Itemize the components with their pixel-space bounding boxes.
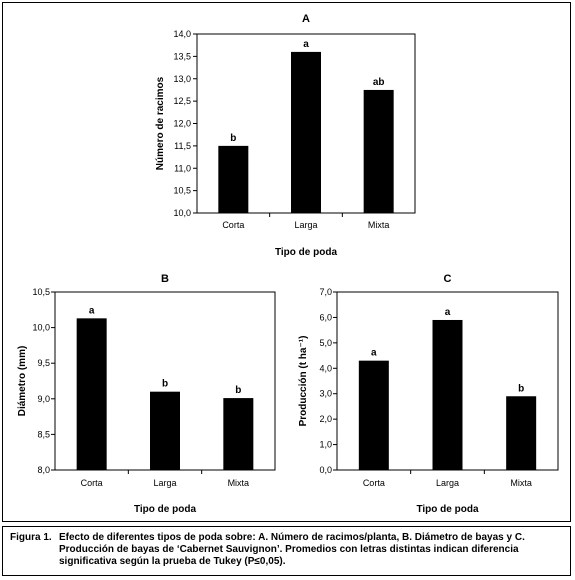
chart-a-ytick-label: 13,5 <box>173 51 191 61</box>
chart-b-data-label: b <box>235 385 241 396</box>
chart-a-ytick-label: 11,5 <box>174 141 191 151</box>
chart-c-bar-larga <box>432 319 463 470</box>
chart-a-xlabel: Tipo de poda <box>275 247 337 258</box>
chart-a-ytick-label: 10,0 <box>173 208 191 218</box>
figure-frame <box>2 2 571 522</box>
chart-c-ytick-label: 5,0 <box>319 338 332 348</box>
chart-c-ytick-label: 6,0 <box>319 312 332 322</box>
chart-c-category-label: Corta <box>363 478 385 488</box>
chart-a-ytick-label: 12,5 <box>173 96 191 106</box>
chart-a-data-label: b <box>230 133 236 144</box>
chart-c-data-label: b <box>518 383 524 394</box>
chart-b-data-label: a <box>89 305 95 316</box>
chart-c-ylabel: Producción (t ha⁻¹) <box>298 336 309 427</box>
chart-a-title: A <box>302 13 310 25</box>
chart-a-bar-corta <box>218 145 249 213</box>
caption-text: Efecto de diferentes tipos de poda sobre… <box>59 532 525 567</box>
chart-b-ytick-label: 8,0 <box>37 465 50 475</box>
chart-a-ytick-label: 10,5 <box>173 186 191 196</box>
chart-a-category-label: Corta <box>222 220 244 230</box>
chart-a-ytick-label: 14,0 <box>173 29 191 39</box>
figure-caption: Figura 1. Efecto de diferentes tipos de … <box>10 532 565 568</box>
chart-c-ytick-label: 3,0 <box>319 389 332 399</box>
caption-label: Figura 1. <box>10 532 52 543</box>
chart-a-ytick-label: 13,0 <box>173 74 191 84</box>
chart-b-ytick-label: 10,0 <box>32 323 50 333</box>
chart-b-title: B <box>161 273 169 285</box>
chart-c-bar-corta <box>358 360 389 470</box>
chart-b-category-label: Larga <box>153 478 176 488</box>
chart-a-data-label: a <box>303 39 309 50</box>
chart-c-title: C <box>444 273 452 285</box>
chart-c-category-label: Mixta <box>510 478 532 488</box>
chart-b-bar-larga <box>150 391 180 470</box>
chart-b-data-label: b <box>162 379 168 390</box>
chart-b-ylabel: Diámetro (mm) <box>17 346 28 417</box>
chart-a-category-label: Larga <box>294 220 317 230</box>
chart-b-ytick-label: 9,5 <box>37 358 50 368</box>
chart-b-bar-mixta <box>223 398 254 470</box>
chart-c-ytick-label: 4,0 <box>319 363 332 373</box>
caption-box: Figura 1. Efecto de diferentes tipos de … <box>2 526 571 576</box>
chart-b-ytick-label: 10,5 <box>32 287 50 297</box>
chart-c-ytick-label: 1,0 <box>319 440 332 450</box>
chart-c-ytick-label: 0,0 <box>319 465 332 475</box>
chart-a-data-label: ab <box>373 77 385 88</box>
chart-b-xlabel: Tipo de poda <box>134 504 196 515</box>
chart-b-category-label: Mixta <box>228 478 250 488</box>
chart-c-bar-mixta <box>506 396 537 470</box>
chart-a-ytick-label: 12,0 <box>173 119 191 129</box>
chart-a-bar-mixta <box>363 89 394 213</box>
chart-c-ytick-label: 2,0 <box>319 414 332 424</box>
chart-b-ytick-label: 8,5 <box>37 429 50 439</box>
chart-a-ylabel: Número de racimos <box>155 76 166 170</box>
chart-c-xlabel: Tipo de poda <box>416 504 478 515</box>
chart-c-ytick-label: 7,0 <box>319 287 332 297</box>
chart-a-bar-larga <box>291 51 321 214</box>
chart-c-data-label: a <box>371 348 377 359</box>
chart-c-data-label: a <box>445 307 451 318</box>
chart-b-bar-corta <box>76 318 107 470</box>
chart-c-category-label: Larga <box>436 478 459 488</box>
chart-b-ytick-label: 9,0 <box>37 394 50 404</box>
chart-b-category-label: Corta <box>81 478 103 488</box>
chart-a-ytick-label: 11,0 <box>174 163 191 173</box>
chart-a-category-label: Mixta <box>368 220 390 230</box>
